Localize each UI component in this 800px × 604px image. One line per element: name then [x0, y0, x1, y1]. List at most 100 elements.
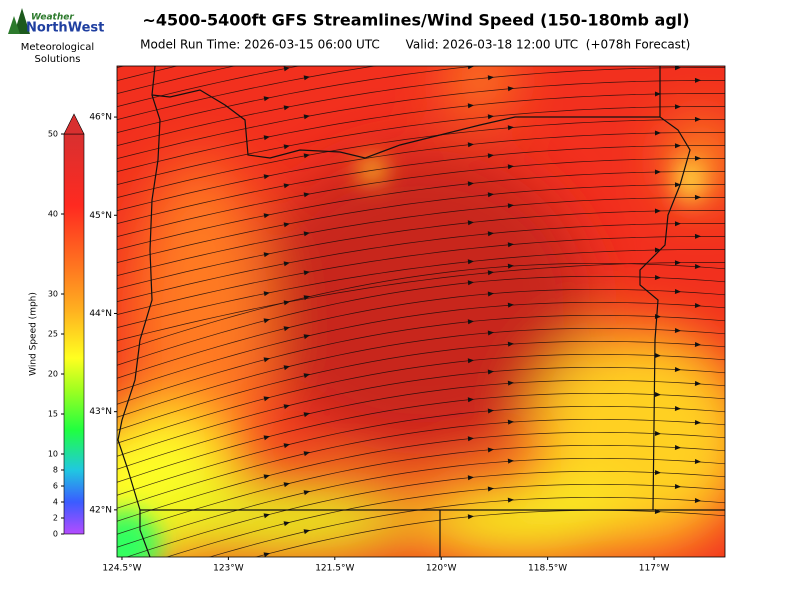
- stream-arrow: [694, 341, 701, 347]
- stream-arrow: [283, 105, 290, 111]
- streamlines: [117, 0, 725, 557]
- logo: Weather NorthWest Meteorological Solutio…: [8, 8, 104, 65]
- x-tick-label: 123°W: [213, 564, 244, 574]
- stream-arrow: [283, 443, 290, 449]
- stream-arrow: [507, 302, 514, 308]
- stream-arrow: [303, 295, 310, 301]
- colorbar-tick-label: 15: [48, 410, 58, 419]
- streamline: [117, 145, 725, 224]
- stream-arrow: [507, 341, 514, 347]
- stream-arrow: [303, 153, 310, 159]
- stream-arrow: [674, 260, 681, 266]
- stream-arrow: [304, 0, 311, 2]
- stream-arrow: [283, 521, 290, 527]
- stream-arrow: [263, 213, 270, 219]
- stream-arrow: [467, 514, 474, 520]
- stream-arrow: [674, 483, 681, 489]
- stream-arrow: [674, 444, 681, 450]
- stream-arrow: [507, 164, 514, 170]
- colorbar-tick-label: 0: [53, 530, 58, 539]
- streamline: [117, 67, 725, 146]
- streamline: [117, 249, 725, 328]
- stream-arrow: [694, 194, 701, 200]
- streamline: [117, 418, 725, 509]
- colorbar-tick-label: 10: [48, 450, 58, 459]
- streamline: [208, 496, 725, 557]
- colorbar-tick-label: 25: [48, 330, 58, 339]
- stream-arrow: [467, 220, 474, 226]
- streamline: [117, 210, 725, 289]
- stream-arrow: [303, 114, 310, 120]
- stream-arrow: [487, 408, 494, 414]
- stream-arrow: [263, 96, 270, 102]
- borders: [117, 66, 725, 557]
- stream-arrow: [487, 231, 494, 237]
- colorbar-tick-label: 6: [53, 482, 58, 491]
- stream-arrow: [303, 75, 310, 81]
- stream-arrow: [283, 326, 290, 332]
- stream-arrow: [467, 280, 474, 286]
- stream-arrow: [263, 435, 270, 441]
- stream-arrow: [507, 242, 514, 248]
- streamline: [117, 444, 725, 535]
- subtitle-run: Model Run Time: 2026-03-15 06:00 UTC: [140, 38, 380, 52]
- stream-arrow: [507, 497, 514, 503]
- logo-top: Weather: [31, 13, 74, 23]
- streamline: [117, 262, 725, 341]
- stream-arrow: [487, 486, 494, 492]
- stream-arrow: [695, 39, 701, 44]
- stream-arrow: [654, 352, 661, 358]
- stream-arrow: [654, 247, 661, 253]
- stream-arrow: [467, 475, 474, 481]
- chart-title: ~4500-5400ft GFS Streamlines/Wind Speed …: [142, 11, 689, 30]
- stream-arrow: [487, 330, 494, 336]
- stream-arrow: [467, 103, 474, 109]
- colorbar-tick-label: 2: [53, 514, 58, 523]
- stream-arrow: [654, 130, 661, 136]
- streamline: [117, 66, 378, 120]
- stream-arrow: [467, 259, 474, 265]
- stream-arrow: [467, 397, 474, 403]
- colorbar-tick-label: 50: [48, 130, 58, 139]
- stream-arrow: [263, 474, 270, 480]
- stream-arrow: [263, 552, 270, 557]
- stream-arrow: [303, 192, 310, 198]
- streamline: [117, 262, 725, 353]
- y-tick-label: 46°N: [89, 113, 112, 123]
- colorbar-scale: [63, 133, 85, 535]
- stream-arrow: [654, 391, 661, 397]
- stream-arrow: [487, 192, 494, 198]
- stream-arrow: [694, 233, 701, 239]
- streamline: [117, 158, 725, 237]
- stream-arrow: [507, 419, 514, 425]
- axes: 124.5°W 123°W 121.5°W 120°W 118.5°W 117°W 42°N…: [48, 113, 670, 574]
- stream-arrow: [695, 0, 701, 5]
- stream-arrow: [283, 365, 290, 371]
- streamline: [117, 93, 725, 172]
- subtitle-valid: Valid: 2026-03-18 12:00 UTC (+078h Forec…: [406, 38, 691, 52]
- stream-arrow: [654, 430, 661, 436]
- colorbar-tick-label: 4: [53, 498, 58, 507]
- stream-arrow: [507, 458, 514, 464]
- x-tick-label: 124.5°W: [102, 564, 141, 574]
- stream-arrow: [283, 144, 290, 150]
- stream-arrow: [654, 469, 661, 475]
- colorbar-tick-label: 8: [53, 466, 58, 475]
- stream-arrow: [507, 203, 514, 209]
- colorbar-extend: [63, 113, 85, 135]
- stream-arrow: [507, 263, 514, 269]
- y-tick-label: 44°N: [89, 309, 112, 319]
- stream-arrow: [487, 369, 494, 375]
- stream-arrow: [263, 174, 270, 180]
- stream-arrow: [283, 222, 290, 228]
- streamline: [117, 171, 725, 250]
- stream-arrow: [487, 291, 494, 297]
- stream-arrow: [467, 358, 474, 364]
- streamline: [117, 457, 725, 548]
- stream-arrow: [303, 270, 310, 276]
- stream-arrow: [694, 380, 701, 386]
- stream-arrow: [694, 497, 701, 503]
- streamline: [117, 236, 725, 315]
- logo-sub-box: Meteorological Solutions: [21, 42, 94, 65]
- stream-arrow: [263, 291, 270, 297]
